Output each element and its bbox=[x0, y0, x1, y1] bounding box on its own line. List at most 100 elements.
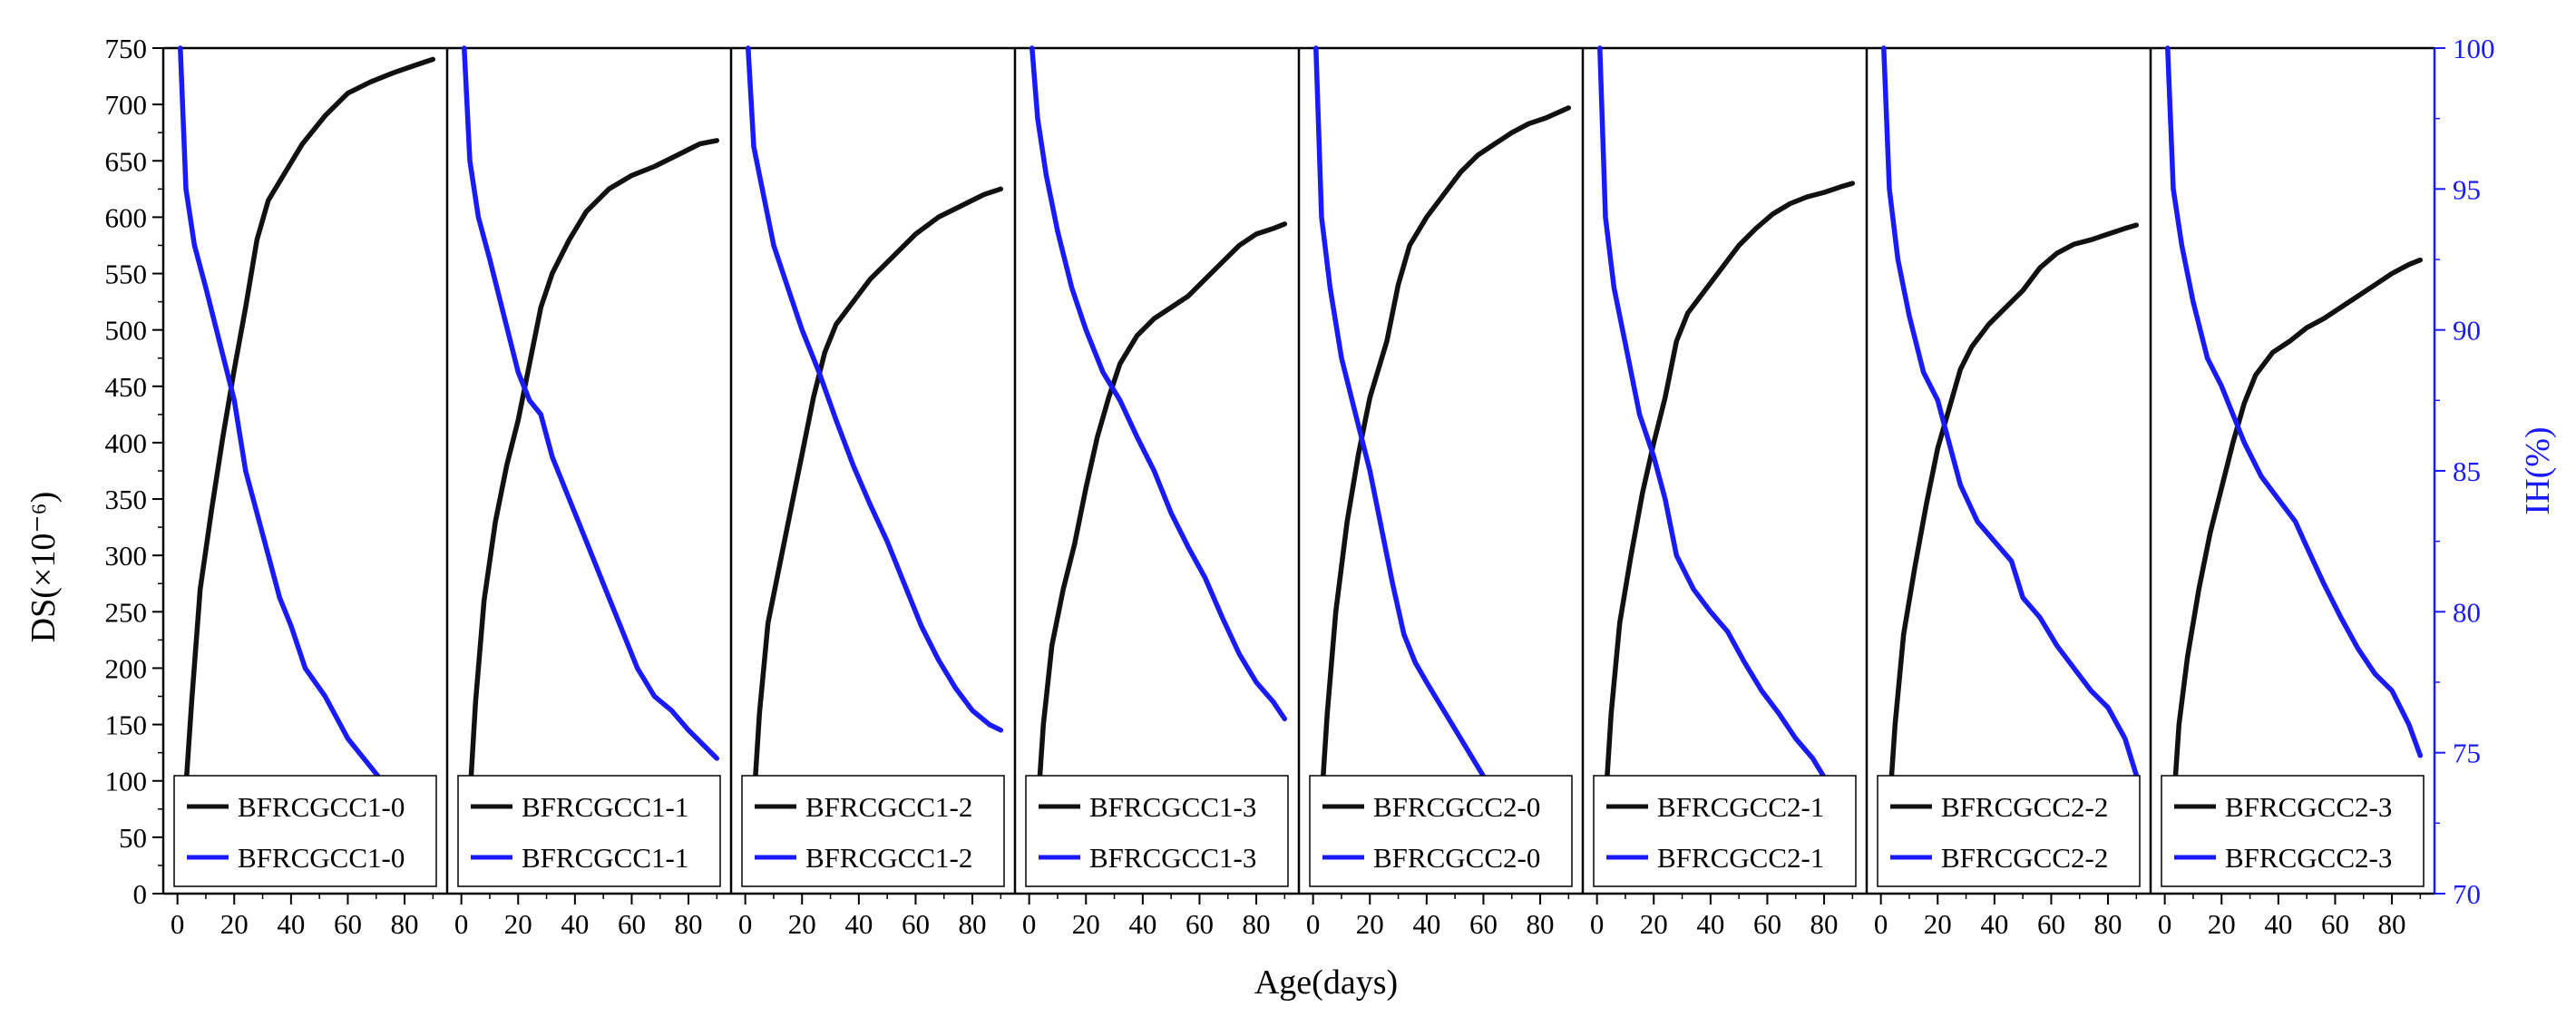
x-tick-label: 60 bbox=[902, 908, 930, 940]
y-right-tick-label: 90 bbox=[2453, 315, 2481, 347]
x-tick-label: 40 bbox=[277, 908, 305, 940]
y-right-tick-label: 100 bbox=[2453, 33, 2495, 64]
x-tick-label: 80 bbox=[1810, 908, 1839, 940]
x-tick-label: 20 bbox=[788, 908, 816, 940]
legend-ih-label: BFRCGCC2-0 bbox=[1373, 842, 1540, 874]
y-right-tick-label: 85 bbox=[2453, 455, 2481, 487]
x-tick-label: 60 bbox=[1186, 908, 1214, 940]
y-left-tick-label: 750 bbox=[105, 33, 148, 64]
legend-ih-label: BFRCGCC2-2 bbox=[1941, 842, 2108, 874]
y-left-tick-label: 50 bbox=[119, 822, 147, 854]
y-left-tick-label: 200 bbox=[105, 652, 148, 684]
legend-box bbox=[741, 775, 1005, 887]
y-left-tick-label: 600 bbox=[105, 201, 148, 233]
ds-series-line bbox=[751, 186, 1004, 807]
x-tick-label: 80 bbox=[1243, 908, 1271, 940]
panel-6: 0 20 40 60 80 BFRCGCC2-1 BFRCGCC2-1 bbox=[1581, 45, 1857, 940]
x-tick-label: 40 bbox=[1696, 908, 1724, 940]
y-left-tick-label: 650 bbox=[105, 145, 148, 177]
legend-ds-label: BFRCGCC2-3 bbox=[2225, 791, 2392, 823]
x-axis-title: Age(days) bbox=[1254, 963, 1398, 1002]
x-tick-label: 20 bbox=[1924, 908, 1952, 940]
axes-layer: 0 50 100 150 200 250 300 350 400 450 500 550 600 650 7… bbox=[105, 33, 2495, 910]
x-tick-label: 0 bbox=[1590, 908, 1605, 940]
legend: BFRCGCC1-2 BFRCGCC1-2 bbox=[741, 775, 1005, 887]
x-tick-label: 20 bbox=[220, 908, 249, 940]
ih-series-line bbox=[2165, 45, 2424, 758]
legend-ih-label: BFRCGCC2-1 bbox=[1657, 842, 1824, 874]
legend-box bbox=[1309, 775, 1573, 887]
panel-3: 0 20 40 60 80 BFRCGCC1-2 BFRCGCC1-2 bbox=[729, 45, 1005, 940]
ih-series-line bbox=[1313, 45, 1572, 885]
ih-series-line bbox=[462, 45, 720, 761]
legend-ds-label: BFRCGCC2-1 bbox=[1657, 791, 1824, 823]
y-left-tick-label: 450 bbox=[105, 371, 148, 403]
y-left-tick-label: 350 bbox=[105, 484, 148, 515]
x-tick-label: 80 bbox=[675, 908, 703, 940]
legend-box bbox=[1877, 775, 2141, 887]
x-tick-label: 0 bbox=[1306, 908, 1321, 940]
legend: BFRCGCC2-1 BFRCGCC2-1 bbox=[1593, 775, 1857, 887]
x-tick-label: 20 bbox=[1356, 908, 1384, 940]
x-tick-label: 80 bbox=[959, 908, 987, 940]
legend-ih-label: BFRCGCC1-3 bbox=[1089, 842, 1256, 874]
legend-box bbox=[173, 775, 437, 887]
ds-series-line bbox=[1603, 181, 1856, 807]
x-tick-label: 60 bbox=[2037, 908, 2065, 940]
legend-ih-label: BFRCGCC1-0 bbox=[238, 842, 405, 874]
y-right-tick-label: 70 bbox=[2453, 878, 2481, 910]
x-tick-label: 0 bbox=[1022, 908, 1037, 940]
y-left-tick-label: 300 bbox=[105, 540, 148, 572]
legend-ds-label: BFRCGCC1-2 bbox=[805, 791, 972, 823]
x-tick-label: 80 bbox=[391, 908, 419, 940]
ih-series-line bbox=[1029, 45, 1288, 722]
x-tick-label: 0 bbox=[1874, 908, 1888, 940]
legend-ih-label: BFRCGCC1-1 bbox=[522, 842, 688, 874]
ds-series-line bbox=[1319, 105, 1572, 804]
x-tick-label: 0 bbox=[738, 908, 753, 940]
panel-7: 0 20 40 60 80 BFRCGCC2-2 BFRCGCC2-2 bbox=[1865, 45, 2141, 940]
y-right-tick-label: 80 bbox=[2453, 596, 2481, 628]
x-tick-label: 80 bbox=[2378, 908, 2406, 940]
x-tick-label: 60 bbox=[1753, 908, 1781, 940]
y-left-tick-label: 150 bbox=[105, 709, 148, 741]
x-tick-label: 60 bbox=[1469, 908, 1498, 940]
legend-ds-label: BFRCGCC2-0 bbox=[1373, 791, 1540, 823]
legend: BFRCGCC2-3 BFRCGCC2-3 bbox=[2161, 775, 2425, 887]
y-left-tick-label: 700 bbox=[105, 89, 148, 121]
panels-layer: 0 20 40 60 80 BFRCGCC1-0 BFRCGCC1-0 0 20 40 60 80 BF… bbox=[171, 45, 2425, 940]
ih-series-line bbox=[1597, 45, 1856, 817]
ds-series-line bbox=[2171, 257, 2424, 812]
ds-series-line bbox=[467, 138, 720, 801]
x-tick-label: 20 bbox=[1072, 908, 1100, 940]
x-tick-label: 20 bbox=[2208, 908, 2236, 940]
x-tick-label: 40 bbox=[1412, 908, 1440, 940]
ds-series-line bbox=[1887, 222, 2140, 812]
x-tick-label: 20 bbox=[1640, 908, 1668, 940]
y-left-tick-label: 400 bbox=[105, 427, 148, 459]
x-tick-label: 20 bbox=[504, 908, 532, 940]
legend-box bbox=[1593, 775, 1857, 887]
legend-box bbox=[1025, 775, 1289, 887]
panel-1: 0 20 40 60 80 BFRCGCC1-0 BFRCGCC1-0 bbox=[171, 45, 437, 940]
legend-box bbox=[2161, 775, 2425, 887]
panel-8: 0 20 40 60 80 BFRCGCC2-3 BFRCGCC2-3 bbox=[2149, 45, 2425, 940]
x-tick-label: 0 bbox=[2158, 908, 2172, 940]
x-tick-label: 40 bbox=[1128, 908, 1156, 940]
x-tick-label: 60 bbox=[618, 908, 646, 940]
y-left-tick-label: 0 bbox=[133, 878, 148, 910]
panel-4: 0 20 40 60 80 BFRCGCC1-3 BFRCGCC1-3 bbox=[1013, 45, 1289, 940]
legend-ds-label: BFRCGCC2-2 bbox=[1941, 791, 2108, 823]
ih-series-line bbox=[1881, 45, 2140, 778]
x-tick-label: 0 bbox=[171, 908, 185, 940]
panel-5: 0 20 40 60 80 BFRCGCC2-0 BFRCGCC2-0 bbox=[1297, 45, 1573, 940]
x-tick-label: 0 bbox=[454, 908, 469, 940]
legend-ih-label: BFRCGCC2-3 bbox=[2225, 842, 2392, 874]
legend-ih-label: BFRCGCC1-2 bbox=[805, 842, 972, 874]
ih-series-line bbox=[178, 45, 430, 812]
y-axis-left-title: DS(×10⁻⁶) bbox=[24, 492, 63, 643]
legend: BFRCGCC2-2 BFRCGCC2-2 bbox=[1877, 775, 2141, 887]
x-tick-label: 60 bbox=[334, 908, 362, 940]
x-tick-label: 40 bbox=[561, 908, 589, 940]
panel-2: 0 20 40 60 80 BFRCGCC1-1 BFRCGCC1-1 bbox=[445, 45, 721, 940]
